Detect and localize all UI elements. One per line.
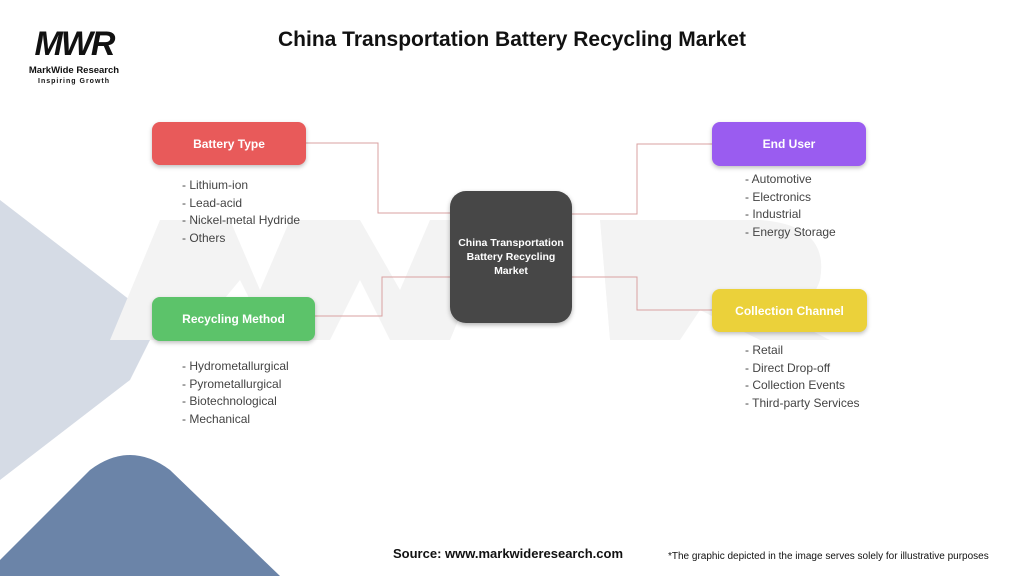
list-item: Third-party Services	[745, 395, 859, 413]
markwide-logo: MWR MarkWide Research Inspiring Growth	[18, 24, 130, 87]
logo-mark: MWR	[34, 25, 116, 63]
list-item: Biotechnological	[182, 393, 289, 411]
list-item: Direct Drop-off	[745, 360, 860, 378]
list-item: Automotive	[745, 171, 836, 189]
list-item: Collection Events	[745, 377, 860, 395]
list-item: Others	[182, 230, 300, 248]
branch-battery-type: Battery Type	[152, 122, 306, 165]
branch-collection-channel: Collection Channel	[712, 289, 867, 332]
list-item: Hydrometallurgical	[182, 358, 288, 376]
connector-battery-type	[306, 142, 450, 214]
list-item: Nickel-metal Hydride	[182, 212, 300, 230]
connector-recycling-method	[315, 276, 450, 317]
list-item: Industrial	[745, 206, 836, 224]
end-user-list: Automotive Electronics Industrial Energy…	[745, 171, 836, 241]
connector-collection-channel	[565, 276, 712, 311]
list-item: Mechanical	[182, 411, 289, 429]
recycling-method-list: Hydrometallurgical Pyrometallurgical Bio…	[182, 358, 289, 429]
list-item: Lithium-ion	[182, 177, 300, 195]
logo-name: MarkWide Research	[28, 65, 120, 76]
list-item: Retail	[745, 342, 860, 360]
collection-channel-list: Retail Direct Drop-off Collection Events…	[745, 342, 860, 413]
branch-recycling-method: Recycling Method	[152, 297, 315, 341]
list-item: Energy Storage	[745, 224, 835, 242]
list-item: Electronics	[745, 189, 836, 207]
page-title: China Transportation Battery Recycling M…	[278, 28, 746, 51]
list-item: Pyrometallurgical	[182, 376, 289, 394]
connector-end-user	[565, 143, 712, 215]
branch-end-user: End User	[712, 122, 866, 166]
center-node: China Transportation Battery Recycling M…	[450, 191, 572, 323]
battery-type-list: Lithium-ion Lead-acid Nickel-metal Hydri…	[182, 177, 300, 247]
source-link[interactable]: Source: www.markwideresearch.com	[393, 546, 624, 561]
logo-tagline: Inspiring Growth	[38, 78, 110, 85]
disclaimer-note: *The graphic depicted in the image serve…	[668, 551, 989, 562]
list-item: Lead-acid	[182, 195, 300, 213]
